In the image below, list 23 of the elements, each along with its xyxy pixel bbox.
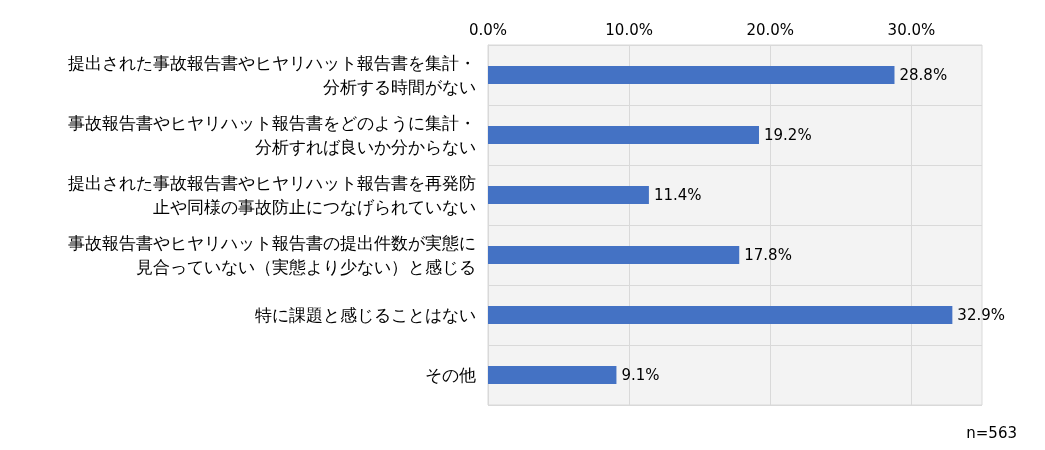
data-label: 9.1% <box>621 366 660 384</box>
bar <box>488 366 617 384</box>
data-label: 32.9% <box>957 306 1006 324</box>
data-label: 19.2% <box>763 126 812 144</box>
x-tick-label: 0.0% <box>468 20 508 39</box>
x-tick-label: 20.0% <box>746 20 795 39</box>
text: n=563 <box>966 423 1018 442</box>
bar <box>488 306 953 324</box>
x-tick-label: 10.0% <box>605 20 653 39</box>
y-tick-label: 特に課題と感じることはない <box>255 305 476 325</box>
y-tick-label: 提出された事故報告書やヒヤリハット報告書を集計・分析する時間がない <box>68 53 476 97</box>
x-tick-label: 30.0% <box>887 20 936 39</box>
bar <box>488 66 895 84</box>
y-tick-label: 事故報告書やヒヤリハット報告書をどのように集計・分析すれば良いか分からない <box>68 113 476 157</box>
bar <box>488 186 649 204</box>
y-tick-label: 事故報告書やヒヤリハット報告書の提出件数が実態に見合っていない（実態より少ない）と感じる <box>68 233 476 277</box>
data-label: 17.8% <box>744 246 792 264</box>
bar <box>488 246 740 264</box>
data-label: 28.8% <box>899 66 948 84</box>
bar <box>488 126 759 144</box>
y-tick-label: その他 <box>425 365 476 385</box>
data-label: 11.4% <box>653 186 702 204</box>
y-tick-label: 提出された事故報告書やヒヤリハット報告書を再発防止や同様の事故防止につなげられていない <box>68 173 476 217</box>
